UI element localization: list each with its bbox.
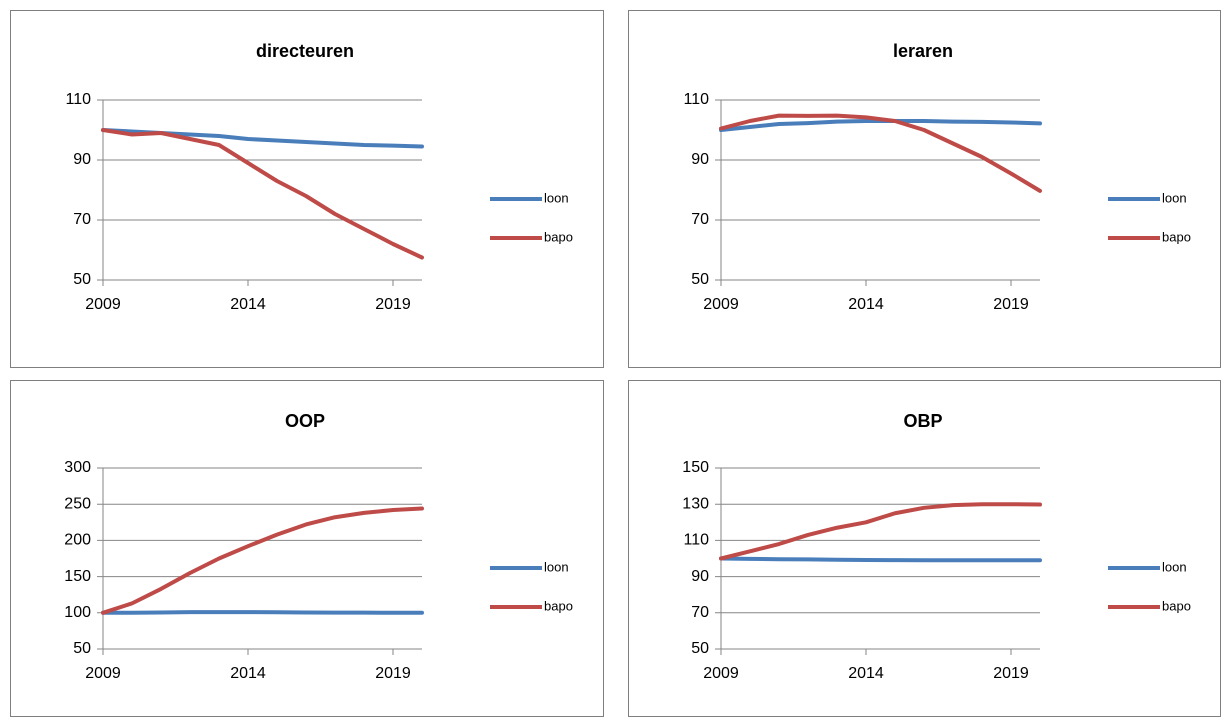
y-tick-label: 200 (64, 532, 91, 549)
legend-label: bapo (544, 229, 573, 244)
x-tick-label: 2019 (993, 296, 1029, 313)
series-line (719, 113, 1042, 193)
y-tick-label: 90 (691, 568, 709, 585)
series-line (719, 119, 1042, 132)
y-tick-label: 70 (73, 211, 91, 228)
y-tick-label: 110 (683, 532, 709, 549)
x-tick-label: 2009 (85, 296, 121, 313)
x-tick-label: 2014 (848, 665, 884, 682)
x-tick-label: 2019 (375, 665, 411, 682)
y-tick-label: 90 (73, 151, 91, 168)
x-tick-label: 2009 (703, 296, 739, 313)
y-tick-label: 70 (691, 604, 709, 621)
y-tick-label: 50 (691, 640, 709, 657)
x-tick-label: 2014 (848, 296, 884, 313)
series-line (719, 556, 1042, 563)
x-tick-label: 2009 (703, 665, 739, 682)
x-tick-label: 2019 (375, 296, 411, 313)
chart-title: OBP (903, 411, 942, 431)
y-tick-label: 50 (73, 640, 91, 657)
y-tick-label: 110 (683, 91, 709, 108)
y-tick-label: 150 (682, 459, 709, 476)
panel-frame (628, 10, 1221, 368)
series-line (101, 506, 424, 615)
y-tick-label: 300 (64, 459, 91, 476)
panel-frame (10, 380, 604, 717)
y-tick-label: 110 (65, 91, 91, 108)
chart-title: leraren (893, 41, 953, 61)
y-tick-label: 100 (64, 604, 91, 621)
chart-title: directeuren (256, 41, 354, 61)
panel-frame (628, 380, 1221, 717)
x-tick-label: 2014 (230, 296, 266, 313)
panel-frame (10, 10, 604, 368)
chart-title: OOP (285, 411, 325, 431)
y-tick-label: 150 (64, 568, 91, 585)
series-line (101, 610, 424, 615)
y-tick-label: 250 (64, 495, 91, 512)
legend-label: bapo (1162, 229, 1191, 244)
legend-label: loon (544, 559, 569, 574)
legend-label: loon (544, 190, 569, 205)
y-tick-label: 50 (73, 271, 91, 288)
x-tick-label: 2009 (85, 665, 121, 682)
legend-label: loon (1162, 190, 1187, 205)
series-line (101, 128, 424, 260)
legend-label: loon (1162, 559, 1187, 574)
y-tick-label: 70 (691, 211, 709, 228)
y-tick-label: 50 (691, 271, 709, 288)
legend-label: bapo (1162, 598, 1191, 613)
x-tick-label: 2014 (230, 665, 266, 682)
legend-label: bapo (544, 598, 573, 613)
series-line (719, 502, 1042, 561)
y-tick-label: 90 (691, 151, 709, 168)
x-tick-label: 2019 (993, 665, 1029, 682)
y-tick-label: 130 (682, 495, 709, 512)
